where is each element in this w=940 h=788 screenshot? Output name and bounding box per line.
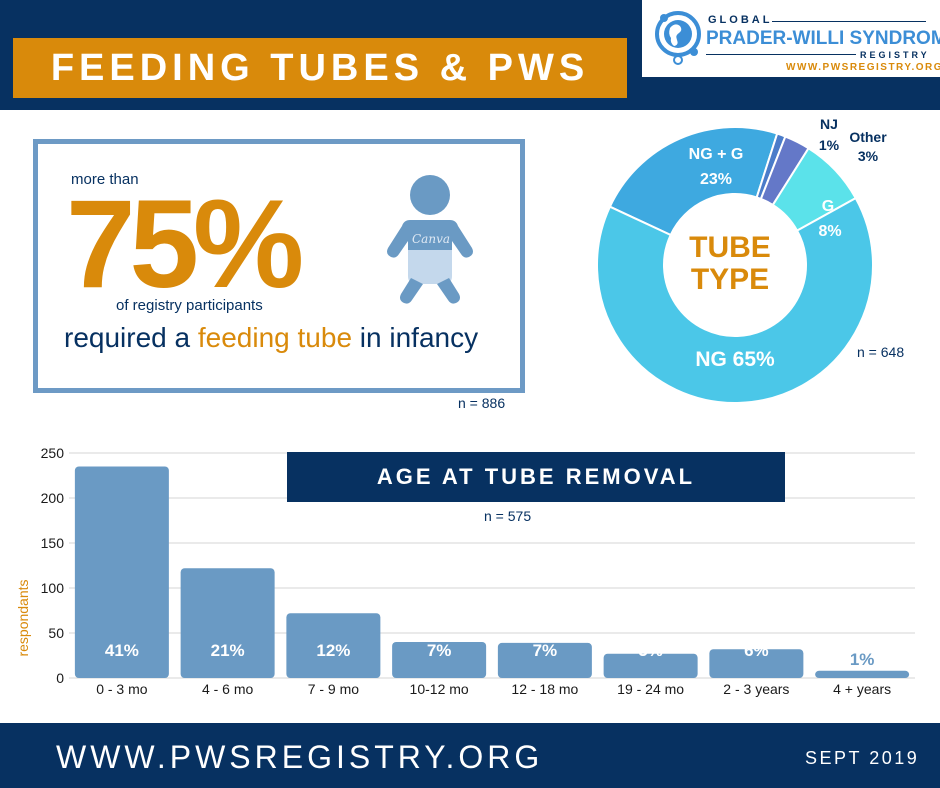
footer-url: WWW.PWSREGISTRY.ORG — [56, 739, 544, 775]
bar — [603, 653, 698, 678]
pie-label-g-value: 8% — [818, 223, 842, 240]
logo-registry-text: REGISTRY — [860, 50, 930, 60]
y-axis-label: respondants — [15, 579, 31, 656]
bar-data-label: 7% — [533, 641, 558, 660]
bar-data-label: 6% — [744, 641, 769, 660]
stat-statement-a: required a — [64, 322, 198, 353]
footer-band — [0, 723, 940, 788]
bar — [392, 642, 487, 678]
globe-logo-icon — [655, 11, 701, 65]
donut-title: TUBE TYPE — [689, 231, 771, 296]
stat-value: 75% — [66, 175, 304, 314]
x-tick-label: 0 - 3 mo — [96, 681, 148, 697]
pie-sample-size: n = 648 — [857, 344, 905, 360]
stat-statement: required a feeding tube in infancy — [64, 322, 478, 354]
x-tick-label: 7 - 9 mo — [308, 681, 360, 697]
x-tick-label: 4 - 6 mo — [202, 681, 254, 697]
x-tick-label: 2 - 3 years — [723, 681, 789, 697]
pie-label-other-name: Other — [849, 129, 887, 145]
stat-statement-highlight: feeding tube — [197, 322, 353, 353]
bar — [286, 613, 381, 678]
baby-icon — [387, 175, 473, 304]
bar-data-label: 5% — [638, 641, 663, 660]
x-tick-label: 12 - 18 mo — [511, 681, 578, 697]
pie-label-ngg-name: NG + G — [688, 146, 744, 163]
x-tick-label: 19 - 24 mo — [617, 681, 684, 697]
page-title: FEEDING TUBES & PWS — [13, 38, 627, 98]
pie-label-other-value: 3% — [857, 148, 879, 164]
bar — [497, 642, 592, 678]
logo-divider-2 — [706, 54, 856, 55]
pie-label-g-name: G — [821, 198, 835, 215]
logo-url-text: WWW.PWSREGISTRY.ORG — [786, 62, 940, 73]
logo-divider — [772, 21, 926, 22]
pie-slice-ng — [596, 196, 874, 404]
pie-label-nj-value: 1% — [818, 137, 840, 153]
stat-subtitle: of registry participants — [116, 297, 263, 314]
x-tick-label: 10-12 mo — [410, 681, 469, 697]
y-tick-label: 50 — [48, 625, 64, 641]
bar-data-label: 12% — [316, 641, 350, 660]
bar — [709, 649, 804, 678]
pie-label-ngg-value: 23% — [699, 171, 733, 188]
logo-panel — [642, 0, 940, 77]
tube-removal-bar-chart: 0 50 100 150 200 250 respondants 41% 0 - 3 mo 21%… — [15, 445, 915, 697]
pie-label-nj-name: NJ — [820, 116, 838, 132]
y-tick-label: 250 — [41, 445, 65, 461]
bar — [180, 568, 275, 678]
stat-statement-b: in infancy — [352, 322, 479, 353]
stat-prefix: more than — [71, 171, 139, 188]
bar-chart-title: AGE AT TUBE REMOVAL — [287, 452, 785, 502]
bar — [74, 466, 169, 678]
bar-data-label: 21% — [211, 641, 245, 660]
y-tick-label: 200 — [41, 490, 65, 506]
bar-data-label: 41% — [105, 641, 139, 660]
bar-sample-size: n = 575 — [484, 508, 532, 524]
bar — [815, 670, 910, 678]
pie-label-ng: NG 65% — [695, 348, 775, 371]
y-tick-label: 100 — [41, 580, 65, 596]
y-tick-label: 0 — [56, 670, 64, 686]
logo-name-text: PRADER-WILLI SYNDROME — [706, 28, 940, 49]
x-tick-label: 4 + years — [833, 681, 891, 697]
pie-slice-ng-g — [608, 126, 779, 237]
baby-icon-watermark: Canva — [412, 232, 450, 246]
tube-type-donut-chart — [596, 126, 874, 404]
bar-data-label: 1% — [850, 650, 875, 669]
stat-sample-size: n = 886 — [458, 395, 506, 411]
footer-date: SEPT 2019 — [805, 748, 920, 768]
logo-global-text: GLOBAL — [708, 14, 773, 26]
bar-data-label: 7% — [427, 641, 452, 660]
y-tick-label: 150 — [41, 535, 65, 551]
